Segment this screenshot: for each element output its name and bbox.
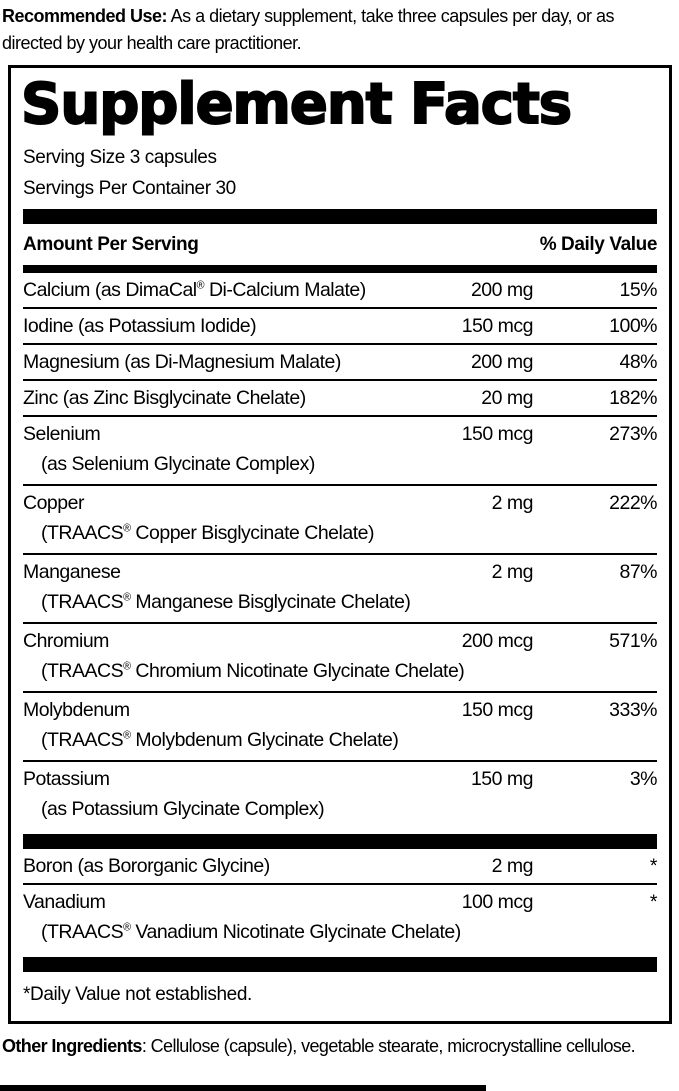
- nutrient-row-line: Manganese 2 mg 87%: [23, 555, 658, 589]
- bottom-partial-bar: [0, 1085, 486, 1091]
- nutrient-row: Selenium 150 mcg 273% (as Selenium Glycinat…: [23, 415, 658, 484]
- nutrient-name: Iodine (as Potassium Iodide): [23, 315, 257, 337]
- nutrient-row-line: Magnesium (as Di-Magnesium Malate) 200 mg…: [23, 345, 658, 379]
- secondary-nutrient-rows: Boron (as Bororganic Glycine) 2 mg * Vanadi…: [23, 849, 658, 952]
- nutrient-daily-value: 182%: [609, 387, 657, 409]
- nutrient-amount: 2 mg: [491, 492, 534, 514]
- recommended-use: Recommended Use: As a dietary supplement…: [0, 0, 679, 65]
- nutrient-row-line: Copper 2 mg 222%: [23, 486, 658, 520]
- nutrient-row: Zinc (as Zinc Bisglycinate Chelate) 20 mg…: [23, 379, 658, 415]
- nutrient-name: Molybdenum: [23, 699, 130, 721]
- nutrient-row: Iodine (as Potassium Iodide) 150 mcg 100%: [23, 307, 658, 343]
- nutrient-row-line: Calcium (as DimaCal® Di-Calcium Malate) 2…: [23, 273, 658, 307]
- nutrient-row: Potassium 150 mg 3% (as Potassium Glycinate…: [23, 760, 658, 829]
- nutrient-daily-value: 222%: [609, 492, 657, 514]
- nutrient-name: Copper: [23, 492, 84, 514]
- footnote-divider-bar: [23, 957, 657, 972]
- nutrient-row: Molybdenum 150 mcg 333% (TRAACS® Molybdenum…: [23, 691, 658, 760]
- nutrient-row-line: Chromium 200 mcg 571%: [23, 624, 658, 658]
- daily-value-footnote: *Daily Value not established.: [23, 984, 252, 1005]
- nutrient-row: Vanadium 100 mcg * (TRAACS® Vanadium Nicoti…: [23, 883, 658, 952]
- nutrient-name: Chromium: [23, 630, 109, 652]
- serving-size: Serving Size 3 capsules: [23, 147, 217, 168]
- other-ingredients-text: : Cellulose (capsule), vegetable stearat…: [141, 1036, 636, 1056]
- nutrient-amount: 200 mg: [470, 279, 534, 301]
- nutrient-amount: 150 mcg: [461, 315, 534, 337]
- nutrient-daily-value: 273%: [609, 423, 657, 445]
- nutrient-row-line: Boron (as Bororganic Glycine) 2 mg *: [23, 849, 658, 883]
- nutrient-source-subline: (as Selenium Glycinate Complex): [41, 453, 315, 475]
- nutrient-daily-value: 15%: [619, 279, 657, 301]
- other-ingredients: Other Ingredients: Cellulose (capsule), …: [0, 1024, 679, 1061]
- nutrient-name: Selenium: [23, 423, 101, 445]
- nutrient-daily-value: 3%: [629, 768, 658, 790]
- header-divider-bar: [23, 265, 657, 273]
- nutrient-amount: 150 mcg: [461, 699, 534, 721]
- nutrient-name: Vanadium: [23, 891, 106, 913]
- nutrient-amount: 150 mcg: [461, 423, 534, 445]
- nutrient-name: Potassium: [23, 768, 110, 790]
- nutrient-daily-value: 571%: [609, 630, 657, 652]
- secondary-divider-bar: [23, 834, 657, 849]
- nutrient-source-subline: (TRAACS® Molybdenum Glycinate Chelate): [41, 729, 399, 751]
- nutrient-daily-value: 100%: [609, 315, 657, 337]
- nutrient-name: Manganese: [23, 561, 121, 583]
- nutrient-row: Magnesium (as Di-Magnesium Malate) 200 mg…: [23, 343, 658, 379]
- main-nutrient-rows: Calcium (as DimaCal® Di-Calcium Malate) 2…: [23, 273, 658, 829]
- nutrient-source-subline: (TRAACS® Chromium Nicotinate Glycinate C…: [41, 660, 465, 682]
- nutrient-name: Zinc (as Zinc Bisglycinate Chelate): [23, 387, 306, 409]
- recommended-use-label: Recommended Use:: [2, 6, 168, 26]
- nutrient-name: Calcium (as DimaCal® Di-Calcium Malate): [23, 279, 366, 301]
- nutrient-source-subline: (TRAACS® Copper Bisglycinate Chelate): [41, 522, 374, 544]
- nutrient-row-line: Selenium 150 mcg 273%: [23, 417, 658, 451]
- other-ingredients-label: Other Ingredients: [2, 1036, 142, 1056]
- nutrient-name: Boron (as Bororganic Glycine): [23, 855, 270, 877]
- nutrient-row: Boron (as Bororganic Glycine) 2 mg *: [23, 849, 658, 883]
- nutrient-amount: 150 mg: [470, 768, 534, 790]
- nutrient-source-subline: (TRAACS® Manganese Bisglycinate Chelate): [41, 591, 411, 613]
- nutrient-amount: 2 mg: [491, 561, 534, 583]
- nutrient-daily-value: *: [649, 891, 658, 913]
- percent-daily-value-header: % Daily Value: [539, 234, 658, 255]
- nutrient-source-subline: (TRAACS® Vanadium Nicotinate Glycinate C…: [41, 921, 461, 943]
- servings-per-container: Servings Per Container 30: [23, 178, 236, 199]
- nutrient-row-line: Molybdenum 150 mcg 333%: [23, 693, 658, 727]
- supplement-facts-title: Supplement Facts: [20, 72, 573, 137]
- nutrient-row: Manganese 2 mg 87% (TRAACS® Manganese Bisgl…: [23, 553, 658, 622]
- nutrient-amount: 20 mg: [481, 387, 533, 409]
- nutrient-name: Magnesium (as Di-Magnesium Malate): [23, 351, 341, 373]
- supplement-facts-panel: Supplement Facts Serving Size 3 capsules…: [8, 65, 672, 1024]
- nutrient-row: Calcium (as DimaCal® Di-Calcium Malate) 2…: [23, 273, 658, 307]
- nutrient-row-line: Potassium 150 mg 3%: [23, 762, 658, 796]
- nutrient-amount: 200 mcg: [461, 630, 534, 652]
- nutrient-daily-value: *: [649, 855, 658, 877]
- nutrient-row: Chromium 200 mcg 571% (TRAACS® Chromium Nic…: [23, 622, 658, 691]
- nutrient-daily-value: 87%: [619, 561, 657, 583]
- nutrient-amount: 200 mg: [470, 351, 534, 373]
- nutrient-source-subline: (as Potassium Glycinate Complex): [41, 798, 325, 820]
- recommended-use-text: As a dietary supplement, take three caps…: [2, 6, 615, 53]
- nutrient-amount: 100 mcg: [461, 891, 534, 913]
- nutrient-row-line: Zinc (as Zinc Bisglycinate Chelate) 20 mg…: [23, 381, 658, 415]
- nutrient-daily-value: 48%: [619, 351, 657, 373]
- nutrient-row-line: Iodine (as Potassium Iodide) 150 mcg 100%: [23, 309, 658, 343]
- nutrient-row-line: Vanadium 100 mcg *: [23, 885, 658, 919]
- column-header-row: Amount Per Serving % Daily Value: [23, 224, 657, 265]
- nutrient-daily-value: 333%: [609, 699, 657, 721]
- amount-per-serving-header: Amount Per Serving: [23, 234, 199, 255]
- nutrient-row: Copper 2 mg 222% (TRAACS® Copper Bisglycina…: [23, 484, 658, 553]
- top-divider-bar: [23, 209, 657, 224]
- nutrient-amount: 2 mg: [491, 855, 534, 877]
